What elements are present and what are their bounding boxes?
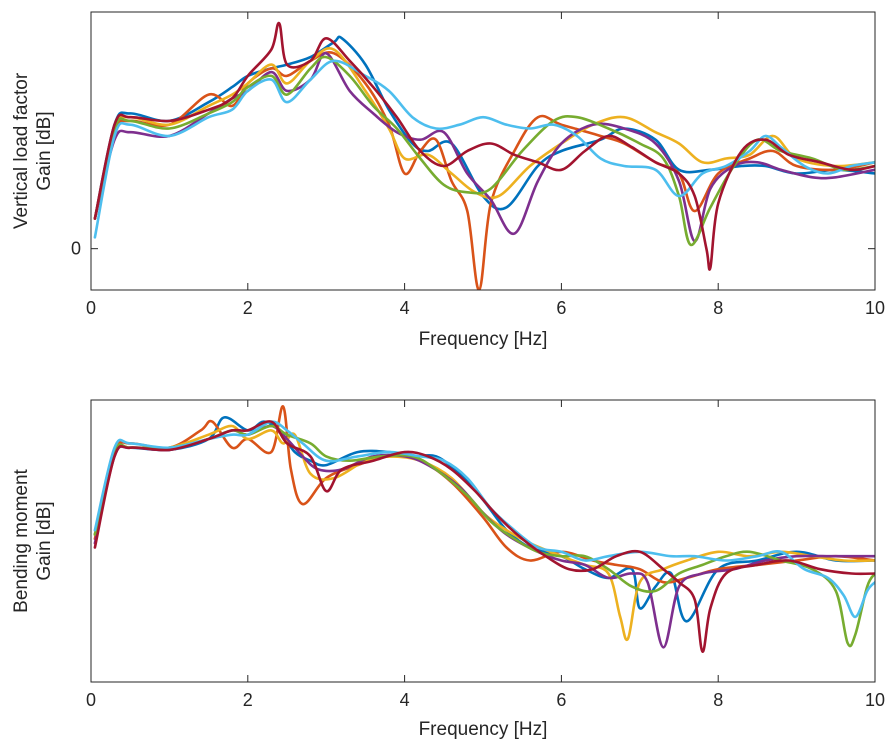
bending-moment-xtick-label: 2	[243, 690, 253, 710]
vertical-load-factor-xtick-label: 2	[243, 298, 253, 318]
vertical-load-factor-xlabel: Frequency [Hz]	[419, 329, 548, 350]
bending-moment-ylabel-line2: Gain [dB]	[34, 501, 55, 580]
vertical-load-factor-series-7	[93, 21, 875, 271]
bending-moment-series-4	[93, 424, 875, 649]
vertical-load-factor-ticks: 0 2 4 6 8 10 0	[71, 12, 885, 318]
vertical-load-factor-xtick-label: 6	[556, 298, 566, 318]
bending-moment-ticks: 0 2 4 6 8 10	[86, 400, 885, 710]
bending-moment-xtick-label: 10	[865, 690, 885, 710]
vertical-load-factor-lines	[93, 21, 875, 290]
bending-moment-xtick-label: 8	[713, 690, 723, 710]
bending-moment-series-5	[93, 424, 875, 648]
vertical-load-factor-xtick-label: 4	[400, 298, 410, 318]
bending-moment-series-7	[93, 420, 875, 653]
vertical-load-factor-xtick-label: 0	[86, 298, 96, 318]
vertical-load-factor-xtick-label: 8	[713, 298, 723, 318]
bending-moment-xtick-label: 0	[86, 690, 96, 710]
bending-moment-axes-box	[90, 399, 876, 683]
vertical-load-factor-ylabel-line2: Gain [dB]	[34, 111, 55, 190]
bending-moment-lines	[93, 405, 875, 653]
vertical-load-factor-xtick-label: 10	[865, 298, 885, 318]
vertical-load-factor-series-3	[93, 47, 875, 220]
vertical-load-factor-series-5	[93, 55, 875, 247]
vertical-load-factor-series-2	[93, 51, 875, 290]
bending-moment-ylabel-line1: Bending moment	[11, 468, 32, 612]
bending-moment-xtick-label: 4	[400, 690, 410, 710]
bending-moment-series-1	[93, 416, 875, 623]
vertical-load-factor-axes-box	[90, 11, 876, 291]
vertical-load-factor-series-6	[93, 59, 875, 239]
bending-moment-series-3	[93, 424, 875, 642]
vertical-load-factor-ylabel-line1: Vertical load factor	[11, 72, 32, 229]
vertical-load-factor-ytick-label: 0	[71, 239, 81, 259]
vertical-load-factor-plot: 0 2 4 6 8 10 0 Frequency [Hz] Vertical load fa…	[11, 11, 885, 350]
bending-moment-xtick-label: 6	[556, 690, 566, 710]
bending-moment-plot: 0 2 4 6 8 10 Frequency [Hz] Bending moment Ga…	[11, 399, 885, 740]
bending-moment-xlabel: Frequency [Hz]	[419, 719, 548, 740]
